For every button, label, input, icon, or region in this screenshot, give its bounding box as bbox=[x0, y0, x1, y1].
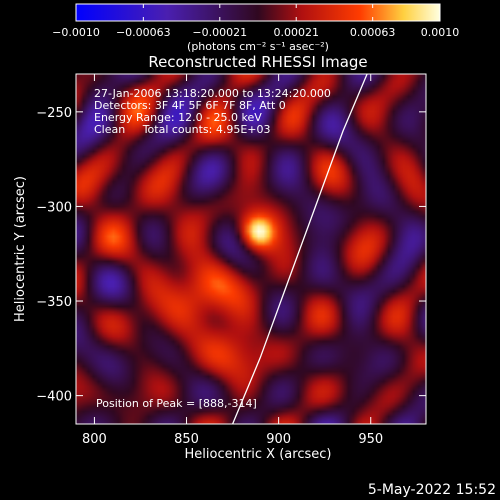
plot-area: 800 850 900 950 −250 −300 −350 −400 bbox=[36, 73, 427, 447]
y-tick-label: −350 bbox=[36, 295, 72, 310]
colorbar-tick-label: −0.0010 bbox=[52, 26, 100, 39]
date-stamp: 5-May-2022 15:52 bbox=[368, 482, 496, 498]
x-tick-label: 900 bbox=[266, 432, 291, 447]
annotation-energy-range: Energy Range: 12.0 - 25.0 keV bbox=[94, 111, 262, 124]
x-tick-label: 800 bbox=[82, 432, 107, 447]
y-tick-label: −250 bbox=[36, 106, 72, 121]
y-tick-label: −400 bbox=[36, 390, 72, 405]
colorbar: −0.0010 −0.00063 −0.00021 0.00021 0.00063 0.0… bbox=[52, 3, 459, 53]
colorbar-tick-label: 0.00021 bbox=[273, 26, 319, 39]
y-axis-label: Heliocentric Y (arcsec) bbox=[13, 176, 28, 322]
colorbar-gradient bbox=[76, 4, 440, 21]
solar-limb-curve bbox=[232, 73, 368, 425]
colorbar-tick-label: 0.00063 bbox=[350, 26, 396, 39]
x-axis-label: Heliocentric X (arcsec) bbox=[185, 447, 332, 462]
chart-title: Reconstructed RHESSI Image bbox=[148, 53, 367, 71]
annotation-detectors: Detectors: 3F 4F 5F 6F 7F 8F, Att 0 bbox=[94, 99, 286, 112]
colorbar-tick-label: −0.00063 bbox=[116, 26, 171, 39]
peak-position-label: Position of Peak = [888,-314] bbox=[96, 397, 257, 410]
colorbar-tick-label: −0.00021 bbox=[192, 26, 247, 39]
y-tick-label: −300 bbox=[36, 200, 72, 215]
annotation-clean-counts: Clean Total counts: 4.95E+03 bbox=[94, 123, 271, 136]
heatmap-image bbox=[76, 74, 426, 424]
annotation-block: 27-Jan-2006 13:18:20.000 to 13:24:20.000… bbox=[94, 87, 331, 136]
plot-frame bbox=[75, 73, 427, 425]
x-axis-ticks: 800 850 900 950 bbox=[82, 74, 383, 447]
colorbar-frame bbox=[75, 3, 441, 22]
colorbar-ticks: −0.0010 −0.00063 −0.00021 0.00021 0.00063 0.0… bbox=[52, 4, 459, 39]
colorbar-unit-label: (photons cm⁻² s⁻¹ asec⁻²) bbox=[187, 40, 329, 53]
annotation-time-range: 27-Jan-2006 13:18:20.000 to 13:24:20.000 bbox=[94, 87, 331, 100]
x-tick-label: 950 bbox=[358, 432, 383, 447]
colorbar-tick-label: 0.0010 bbox=[421, 26, 460, 39]
y-axis-ticks: −250 −300 −350 −400 bbox=[36, 106, 426, 405]
x-tick-label: 850 bbox=[174, 432, 199, 447]
